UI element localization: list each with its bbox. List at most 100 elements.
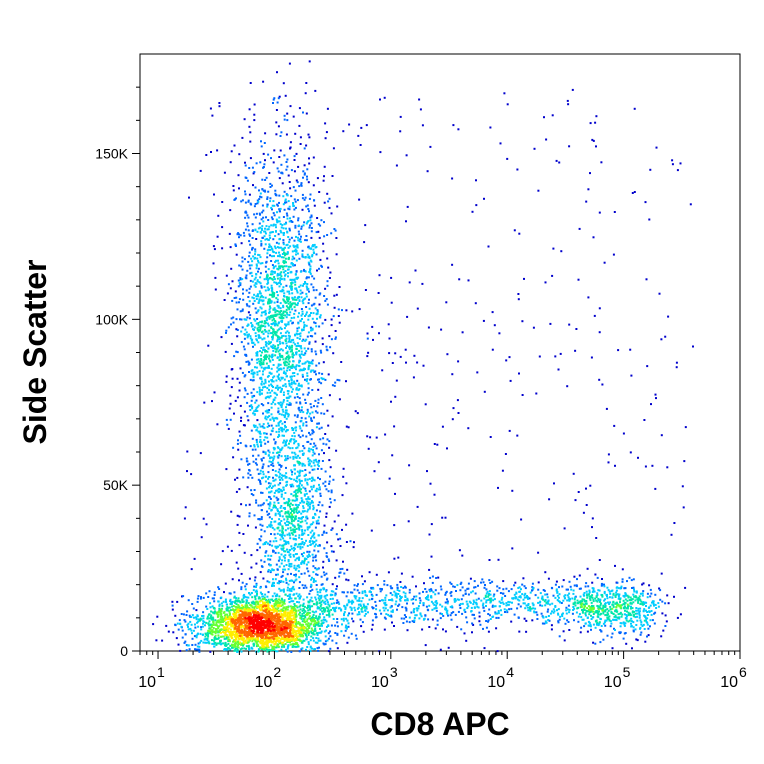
event-point <box>298 581 301 584</box>
event-point <box>339 545 342 547</box>
event-point <box>307 601 310 604</box>
event-point <box>244 164 247 167</box>
event-point <box>290 262 293 264</box>
event-point <box>450 594 453 597</box>
event-point <box>176 600 179 603</box>
event-point <box>318 598 321 601</box>
event-point <box>644 465 647 468</box>
event-point <box>639 592 642 595</box>
event-point <box>266 409 269 412</box>
event-point <box>249 335 252 338</box>
event-point <box>353 595 356 598</box>
event-point <box>331 639 334 642</box>
event-point <box>299 360 301 363</box>
event-point <box>247 472 250 475</box>
event-point <box>193 616 195 619</box>
event-point <box>253 585 256 588</box>
event-point <box>305 563 308 566</box>
event-point <box>263 278 266 281</box>
event-point <box>283 232 285 234</box>
event-point <box>254 410 257 412</box>
event-point <box>165 624 168 627</box>
event-point <box>273 97 276 100</box>
event-point <box>231 280 234 283</box>
event-point <box>320 264 323 267</box>
event-point <box>617 594 620 597</box>
event-point <box>419 599 422 602</box>
event-point <box>590 618 593 620</box>
event-point <box>531 586 534 589</box>
event-point <box>386 584 389 587</box>
event-point <box>273 214 276 217</box>
event-point <box>272 318 275 320</box>
event-point <box>301 318 303 320</box>
event-point <box>268 507 271 510</box>
event-point <box>312 251 315 254</box>
event-point <box>277 488 280 491</box>
event-point <box>487 598 490 601</box>
event-point <box>424 614 427 617</box>
event-point <box>296 485 299 488</box>
event-point <box>581 611 584 614</box>
event-point <box>265 270 267 273</box>
event-point <box>489 126 492 129</box>
event-point <box>301 340 304 342</box>
event-point <box>537 189 540 192</box>
event-point <box>236 351 239 354</box>
event-point <box>485 588 488 591</box>
event-point <box>282 289 285 292</box>
event-point <box>395 596 398 599</box>
event-point <box>268 342 271 345</box>
event-point <box>275 281 278 284</box>
event-point <box>423 617 426 620</box>
event-point <box>300 308 303 310</box>
event-point <box>324 287 327 290</box>
event-point <box>541 622 544 625</box>
event-point <box>265 317 268 320</box>
event-point <box>350 602 353 605</box>
event-point <box>252 297 255 300</box>
event-point <box>289 403 292 406</box>
event-point <box>430 588 433 591</box>
event-point <box>322 377 325 380</box>
event-point <box>316 217 319 219</box>
event-point <box>494 605 497 608</box>
event-point <box>549 612 552 615</box>
event-point <box>318 381 321 384</box>
event-point <box>177 628 180 631</box>
event-point <box>336 632 339 635</box>
event-point <box>233 412 235 415</box>
event-point <box>239 442 242 444</box>
event-point <box>527 603 530 605</box>
event-point <box>391 454 394 457</box>
event-point <box>331 597 334 600</box>
event-point <box>313 630 316 633</box>
event-point <box>287 560 290 563</box>
event-point <box>449 592 452 595</box>
event-point <box>311 553 314 556</box>
event-point <box>293 279 296 282</box>
event-point <box>190 568 193 571</box>
event-point <box>364 224 367 227</box>
event-point <box>605 407 608 410</box>
event-point <box>304 239 307 242</box>
event-point <box>278 587 281 590</box>
event-point <box>309 362 312 365</box>
event-point <box>406 597 409 600</box>
event-point <box>290 529 293 532</box>
event-point <box>294 206 297 209</box>
event-point <box>302 393 305 396</box>
event-point <box>292 244 295 247</box>
event-point <box>352 620 355 623</box>
event-point <box>280 562 283 565</box>
event-point <box>621 580 624 583</box>
event-point <box>294 568 297 571</box>
event-point <box>236 649 239 652</box>
event-point <box>292 215 295 218</box>
event-point <box>305 235 308 237</box>
event-point <box>302 329 305 331</box>
event-point <box>517 587 520 589</box>
event-point <box>542 616 545 619</box>
event-point <box>314 580 317 583</box>
event-point <box>271 517 273 520</box>
